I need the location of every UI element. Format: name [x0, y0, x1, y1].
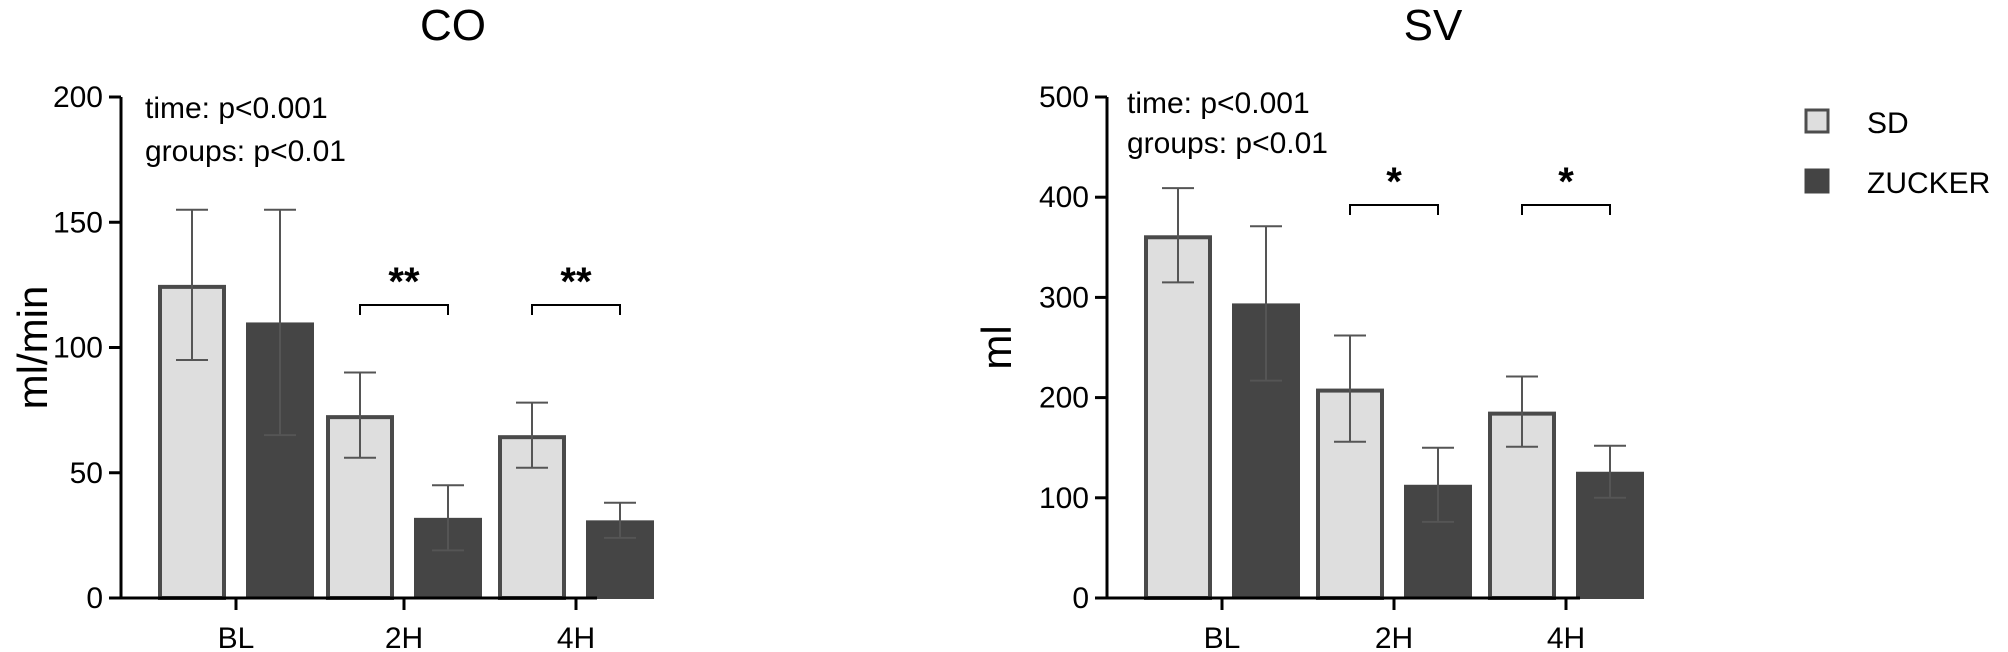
- chart-title: SV: [1404, 1, 1463, 50]
- y-tick-label: 200: [1039, 382, 1089, 415]
- x-tick-label: BL: [1204, 622, 1241, 652]
- x-tick-label: BL: [218, 622, 255, 652]
- significance-stars: **: [388, 260, 420, 304]
- significance-bracket: [1521, 204, 1611, 215]
- legend-label: SD: [1867, 107, 1909, 140]
- y-tick-label: 50: [70, 457, 103, 490]
- y-axis-label: ml/min: [9, 286, 56, 410]
- stats-text: groups: p<0.01: [145, 135, 346, 168]
- legend: SD ZUCKER: [1804, 107, 1990, 200]
- y-tick-label: 150: [53, 206, 103, 239]
- sv-chart: SV ml time: p<0.001 groups: p<0.01 BL 2H 4H * * 0…: [973, 1, 1644, 652]
- significance-stars: **: [560, 260, 592, 304]
- y-tick-label: 300: [1039, 281, 1089, 314]
- legend-swatch-zucker: [1804, 168, 1830, 194]
- x-tick-label: 4H: [557, 622, 595, 652]
- y-tick-label: 200: [53, 81, 103, 114]
- legend-swatch-sd: [1804, 108, 1830, 134]
- y-tick-label: 0: [86, 582, 103, 615]
- x-tick-label: 2H: [385, 622, 423, 652]
- y-tick-label: 100: [1039, 482, 1089, 515]
- bar-sd-bl: [1144, 235, 1212, 600]
- significance-bracket: [359, 304, 449, 315]
- stats-text: groups: p<0.01: [1127, 127, 1328, 160]
- legend-label: ZUCKER: [1867, 167, 1990, 200]
- y-axis-label: ml: [973, 325, 1020, 369]
- co-chart: CO ml/min time: p<0.001 groups: p<0.01 BL 2H 4…: [9, 1, 654, 652]
- significance-stars: *: [1558, 160, 1574, 204]
- y-tick-label: 500: [1039, 81, 1089, 114]
- significance-stars: *: [1386, 160, 1402, 204]
- stats-text: time: p<0.001: [1127, 87, 1310, 120]
- y-tick-label: 100: [53, 332, 103, 365]
- x-tick-label: 2H: [1375, 622, 1413, 652]
- y-tick-label: 400: [1039, 181, 1089, 214]
- y-tick-label: 0: [1072, 582, 1089, 615]
- significance-bracket: [531, 304, 621, 315]
- x-tick-label: 4H: [1547, 622, 1585, 652]
- chart-title: CO: [420, 1, 486, 50]
- significance-bracket: [1349, 204, 1439, 215]
- stats-text: time: p<0.001: [145, 92, 328, 125]
